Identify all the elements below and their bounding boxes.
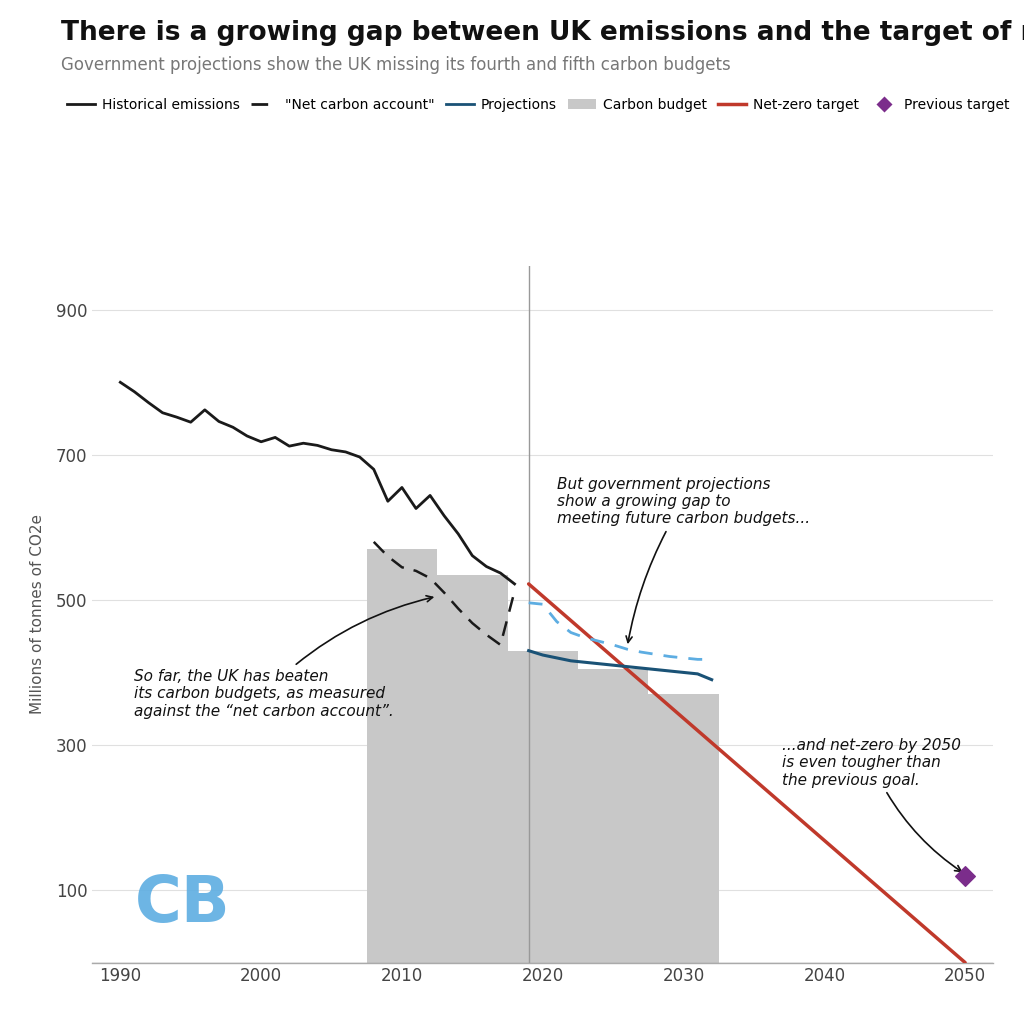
Bar <box>648 694 719 963</box>
Bar <box>367 549 437 963</box>
Legend: Historical emissions, "Net carbon account", Projections, Carbon budget, Net-zero: Historical emissions, "Net carbon accoun… <box>61 92 1016 118</box>
Bar <box>578 669 648 963</box>
Bar <box>437 574 508 963</box>
Text: Government projections show the UK missing its fourth and fifth carbon budgets: Government projections show the UK missi… <box>61 56 731 75</box>
Bar <box>508 650 578 963</box>
Text: There is a growing gap between UK emissions and the target of net-zero by 2050: There is a growing gap between UK emissi… <box>61 20 1024 46</box>
Y-axis label: Millions of tonnes of CO2e: Millions of tonnes of CO2e <box>30 514 45 715</box>
Text: But government projections
show a growing gap to
meeting future carbon budgets..: But government projections show a growin… <box>557 476 810 642</box>
Text: ...and net-zero by 2050
is even tougher than
the previous goal.: ...and net-zero by 2050 is even tougher … <box>782 737 962 871</box>
Point <box>956 867 973 884</box>
Text: CB: CB <box>134 873 230 935</box>
Text: So far, the UK has beaten
its carbon budgets, as measured
against the “net carbo: So far, the UK has beaten its carbon bud… <box>134 596 432 719</box>
